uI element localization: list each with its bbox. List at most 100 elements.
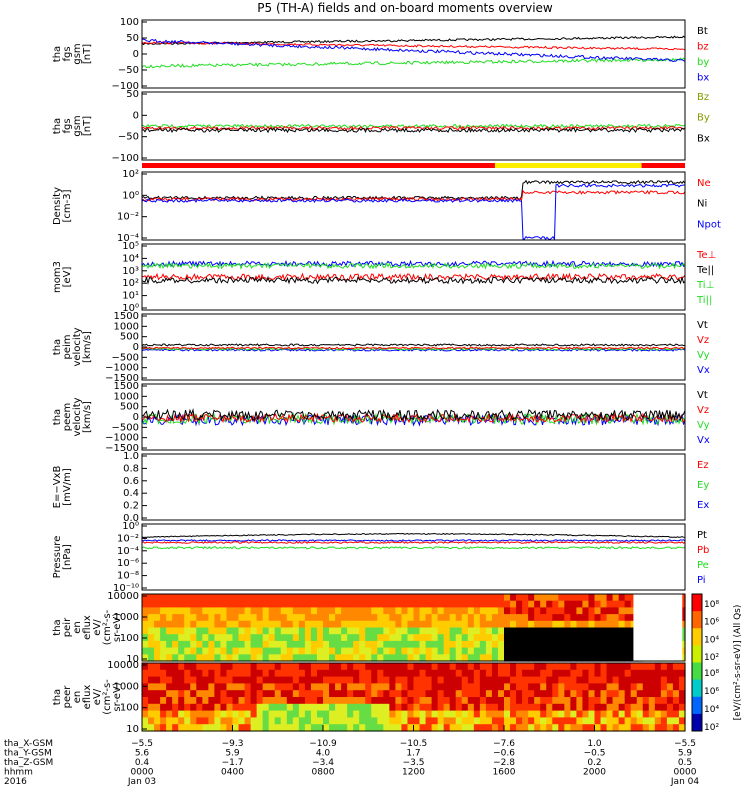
spectrogram-cell (516, 607, 523, 615)
spectrogram-cell (473, 683, 481, 691)
legend-entry: Vz (697, 335, 709, 346)
spectrogram-cell (606, 703, 614, 712)
spectrogram-cell (401, 697, 409, 705)
spectrogram-cell (576, 640, 584, 649)
spectrogram-cell (202, 703, 209, 712)
spectrogram-cell (304, 717, 312, 725)
spectrogram-cell (600, 724, 608, 732)
spectrogram-cell (678, 724, 686, 732)
spectrogram-cell (148, 690, 155, 698)
spectrogram-cell (329, 620, 336, 629)
spectrogram-cell (516, 663, 523, 671)
spectrogram-cell (497, 600, 505, 608)
spectrogram-cell (660, 690, 668, 698)
spectrogram-cell (636, 683, 644, 691)
spectrogram-cell (226, 620, 234, 629)
spectrogram-cell (160, 620, 167, 629)
y-axis-label: eflux (82, 685, 93, 710)
legend-entry: Pe (697, 560, 709, 571)
spectrogram-cell (648, 676, 656, 684)
spectrogram-cell (570, 697, 577, 705)
spectrogram-cell (510, 620, 517, 629)
spectrogram-cell (304, 654, 312, 662)
spectrogram-cell (648, 724, 656, 732)
spectrogram-cell (196, 724, 203, 732)
spectrogram-cell (274, 724, 282, 732)
spectrogram-cell (160, 663, 167, 671)
spectrogram-cell (292, 683, 300, 691)
spectrogram-cell (250, 614, 258, 622)
spectrogram-cell (624, 654, 632, 662)
ephemeris-value: 1.0 (587, 739, 602, 749)
spectrogram-cell (268, 724, 276, 732)
spectrogram-cell (449, 663, 457, 671)
spectrogram-cell (479, 717, 487, 725)
spectrogram-cell (184, 614, 191, 622)
spectrogram-cell (377, 676, 384, 684)
spectrogram-cell (449, 594, 457, 602)
y-tick-label: 10⁰ (122, 190, 139, 201)
spectrogram-cell (522, 717, 529, 725)
ephemeris-value: 0800 (312, 768, 335, 778)
spectrogram-cell (516, 703, 523, 712)
spectrogram-cell (172, 614, 179, 622)
spectrogram-cell (594, 683, 602, 691)
spectrogram-cell (606, 647, 614, 655)
spectrogram-cell (238, 654, 246, 662)
spectrogram-cell (256, 594, 264, 602)
spectrogram-cell (256, 724, 264, 732)
spectrogram-cell (485, 703, 493, 712)
spectrogram-cell (371, 654, 378, 662)
y-tick-label: 10000 (107, 591, 139, 602)
spectrogram-cell (371, 620, 378, 629)
spectrogram-cell (624, 683, 632, 691)
spectrogram-cell (437, 654, 445, 662)
spectrogram-cell (552, 676, 559, 684)
spectrogram-cell (262, 703, 270, 712)
spectrogram-cell (166, 594, 173, 602)
colorbar-label: [eV/(cm²-s-sr-eV)] (All Qs) (733, 605, 743, 721)
spectrogram-cell (588, 607, 596, 615)
spectrogram-cell (606, 620, 614, 629)
spectrogram-cell (232, 594, 240, 602)
spectrogram-cell (528, 697, 535, 705)
y-axis-label: E=−VxB (52, 466, 63, 509)
spectrogram-cell (310, 634, 318, 642)
spectrogram-cell (419, 640, 427, 649)
spectrogram-cell (600, 676, 608, 684)
spectrogram-cell (166, 614, 173, 622)
spectrogram-cell (630, 663, 638, 671)
legend-entry: Te⊥ (696, 250, 716, 261)
spectrogram-cell (280, 627, 288, 635)
spectrogram-cell (666, 724, 674, 732)
spectrogram-cell (588, 683, 596, 691)
spectrogram-cell (425, 627, 433, 635)
spectrogram-cell (238, 669, 246, 678)
spectrogram-cell (564, 690, 571, 698)
spectrogram-cell (666, 703, 674, 712)
spectrogram-cell (528, 669, 535, 678)
colorbar-segment (692, 662, 702, 681)
spectrogram-cell (154, 594, 161, 602)
spectrogram-cell (298, 594, 306, 602)
spectrogram-cell (190, 640, 197, 649)
spectrogram-cell (479, 594, 487, 602)
spectrogram-cell (172, 683, 179, 691)
spectrogram-cell (612, 703, 620, 712)
y-axis-label: [km/s] (82, 331, 93, 363)
spectrogram-cell (220, 669, 228, 678)
spectrogram-cell (341, 634, 348, 642)
ephemeris-value: 1600 (493, 768, 516, 778)
spectrogram-cell (467, 710, 475, 718)
spectrogram-cell (600, 703, 608, 712)
spectrogram-cell (196, 640, 203, 649)
spectrogram-cell (467, 717, 475, 725)
spectrogram-cell (232, 683, 240, 691)
spectrogram-cell (292, 669, 300, 678)
spectrogram-cell (353, 634, 360, 642)
spectrogram-cell (419, 654, 427, 662)
spectrogram-cell (196, 647, 203, 655)
spectrogram-cell (196, 600, 203, 608)
spectrogram-cell (455, 703, 463, 712)
